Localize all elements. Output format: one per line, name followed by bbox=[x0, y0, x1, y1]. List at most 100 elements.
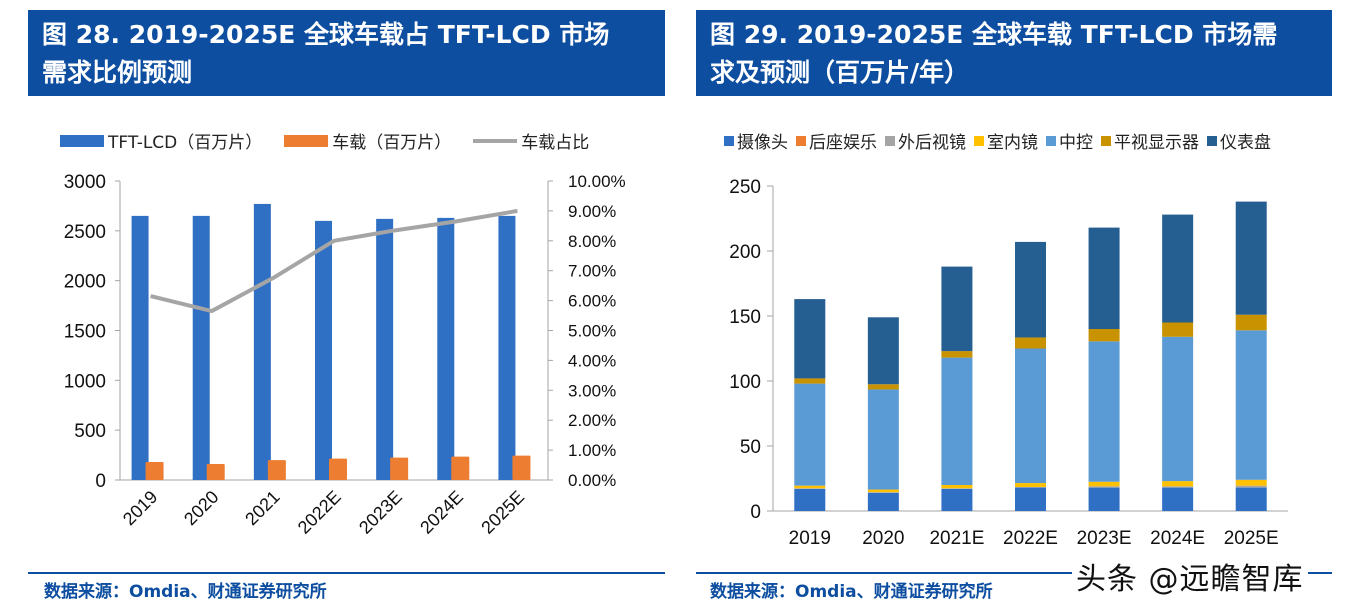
bar-vehicle-2022E bbox=[329, 458, 347, 480]
legend-label-center: 中控 bbox=[1059, 133, 1093, 153]
right-chart-y-tick-label: 250 bbox=[729, 177, 761, 198]
stack-inner_mirror-2021E bbox=[941, 485, 973, 489]
right-chart-y-tick-label: 0 bbox=[750, 502, 761, 523]
stack-outer_mirror-2025E bbox=[1235, 485, 1267, 488]
bar-tft-2024E bbox=[437, 217, 455, 481]
left-title-line1: 图 28. 2019-2025E 全球车载占 TFT-LCD 市场 bbox=[42, 20, 610, 49]
right-y-tick-label: 10.00% bbox=[568, 172, 626, 191]
bar-tft-2020 bbox=[192, 215, 210, 480]
x-tick-label: 2024E bbox=[416, 487, 467, 538]
bar-tft-2019 bbox=[131, 215, 149, 480]
stack-cluster-2022E bbox=[1015, 241, 1046, 338]
legend-item-ratio: 车载占比 bbox=[473, 128, 589, 153]
legend-item-tft: TFT-LCD（百万片） bbox=[60, 128, 262, 153]
legend-label-vehicle: 车载（百万片） bbox=[332, 133, 452, 153]
right-figure: 图 29. 2019-2025E 全球车载 TFT-LCD 市场需 求及预测（百… bbox=[680, 0, 1346, 606]
right-chart-x-tick-label: 2019 bbox=[789, 528, 831, 549]
stack-camera-2020 bbox=[867, 492, 899, 511]
stack-center-2025E bbox=[1235, 330, 1267, 480]
legend-swatch-tft bbox=[60, 134, 104, 147]
right-source: 数据来源：Omdia、财通证券研究所 bbox=[710, 582, 993, 602]
left-y-tick-label: 1000 bbox=[64, 371, 106, 392]
stack-outer_mirror-2024E bbox=[1162, 486, 1194, 488]
legend-label-inner_mirror: 室内镜 bbox=[987, 133, 1038, 153]
stack-inner_mirror-2019 bbox=[794, 485, 826, 489]
right-chart-x-tick-label: 2020 bbox=[862, 528, 904, 549]
right-chart-x-tick-label: 2021E bbox=[929, 528, 984, 549]
legend-item-cluster: 仪表盘 bbox=[1207, 128, 1271, 153]
left-y-tick-label: 0 bbox=[95, 471, 106, 492]
stack-outer_mirror-2021E bbox=[941, 488, 973, 489]
legend-swatch-hud bbox=[1101, 135, 1111, 146]
legend-label-camera: 摄像头 bbox=[737, 133, 788, 153]
stack-center-2020 bbox=[867, 389, 899, 490]
legend-label-ratio: 车载占比 bbox=[521, 133, 590, 153]
left-figure: 图 28. 2019-2025E 全球车载占 TFT-LCD 市场 需求比例预测… bbox=[28, 10, 665, 602]
legend-swatch-ratio bbox=[473, 138, 518, 143]
stack-camera-2024E bbox=[1162, 487, 1194, 511]
x-tick-label: 2022E bbox=[294, 487, 345, 538]
x-tick-label: 2020 bbox=[180, 487, 222, 529]
left-title-line2: 需求比例预测 bbox=[42, 58, 193, 87]
stack-outer_mirror-2023E bbox=[1088, 486, 1120, 488]
stack-cluster-2019 bbox=[794, 299, 826, 379]
stack-cluster-2025E bbox=[1235, 201, 1267, 315]
right-title-line2: 求及预测（百万片/年） bbox=[710, 58, 970, 87]
bar-tft-2025E bbox=[498, 215, 516, 480]
right-legend: 摄像头 后座娱乐 外后视镜 室内镜 中控 平视显示器 仪表盘 bbox=[724, 128, 1271, 153]
stack-hud-2022E bbox=[1015, 337, 1046, 349]
stack-inner_mirror-2023E bbox=[1088, 481, 1120, 487]
left-figure-title: 图 28. 2019-2025E 全球车载占 TFT-LCD 市场 需求比例预测 bbox=[28, 10, 665, 96]
right-y-tick-label: 9.00% bbox=[568, 202, 616, 221]
legend-label-hud: 平视显示器 bbox=[1114, 133, 1199, 153]
right-y-tick-label: 7.00% bbox=[568, 262, 616, 281]
left-source-rule bbox=[28, 572, 665, 574]
bar-vehicle-2019 bbox=[145, 462, 164, 480]
left-y-tick-label: 2500 bbox=[64, 222, 106, 243]
legend-swatch-center bbox=[1046, 135, 1056, 146]
legend-item-rear_ent: 后座娱乐 bbox=[796, 128, 877, 153]
right-source-rule bbox=[696, 572, 1332, 574]
x-tick-label: 2019 bbox=[119, 487, 161, 529]
legend-item-center: 中控 bbox=[1046, 128, 1093, 153]
right-chart-x-tick-label: 2023E bbox=[1077, 528, 1132, 549]
stack-outer_mirror-2022E bbox=[1015, 486, 1046, 488]
left-y-tick-label: 3000 bbox=[64, 172, 106, 193]
bar-vehicle-2023E bbox=[390, 457, 409, 480]
right-chart-x-tick-label: 2025E bbox=[1224, 528, 1279, 549]
legend-swatch-outer_mirror bbox=[885, 135, 895, 146]
stack-inner_mirror-2022E bbox=[1015, 483, 1046, 487]
right-y-tick-label: 3.00% bbox=[568, 381, 616, 400]
stack-inner_mirror-2020 bbox=[867, 489, 899, 493]
bar-tft-2023E bbox=[376, 218, 394, 480]
stack-cluster-2020 bbox=[867, 317, 899, 385]
stack-hud-2021E bbox=[941, 351, 973, 358]
right-y-tick-label: 4.00% bbox=[568, 351, 616, 370]
legend-swatch-rear_ent bbox=[796, 135, 806, 146]
left-source: 数据来源：Omdia、财通证券研究所 bbox=[44, 582, 327, 602]
legend-label-cluster: 仪表盘 bbox=[1220, 133, 1271, 153]
stack-camera-2019 bbox=[794, 488, 826, 511]
x-tick-label: 2023E bbox=[355, 487, 406, 538]
stack-center-2021E bbox=[941, 357, 973, 485]
left-y-tick-label: 1500 bbox=[64, 322, 106, 343]
stack-outer_mirror-2019 bbox=[794, 488, 826, 489]
stack-hud-2025E bbox=[1235, 314, 1267, 331]
legend-item-vehicle: 车载（百万片） bbox=[284, 128, 451, 153]
legend-swatch-cluster bbox=[1207, 135, 1217, 146]
legend-item-inner_mirror: 室内镜 bbox=[974, 128, 1038, 153]
stack-hud-2019 bbox=[794, 378, 826, 384]
stack-camera-2021E bbox=[941, 488, 973, 511]
right-chart-x-tick-label: 2022E bbox=[1003, 528, 1058, 549]
x-tick-label: 2025E bbox=[477, 487, 528, 538]
right-chart-x-tick-label: 2024E bbox=[1150, 528, 1205, 549]
stack-center-2022E bbox=[1015, 348, 1046, 484]
legend-item-outer_mirror: 外后视镜 bbox=[885, 128, 966, 153]
stack-camera-2025E bbox=[1235, 487, 1267, 511]
x-tick-label: 2021 bbox=[241, 487, 283, 529]
stack-hud-2024E bbox=[1162, 322, 1194, 337]
stack-hud-2020 bbox=[867, 384, 899, 390]
right-y-tick-label: 6.00% bbox=[568, 292, 616, 311]
left-y-tick-label: 500 bbox=[74, 421, 106, 442]
stack-outer_mirror-2020 bbox=[867, 492, 899, 493]
